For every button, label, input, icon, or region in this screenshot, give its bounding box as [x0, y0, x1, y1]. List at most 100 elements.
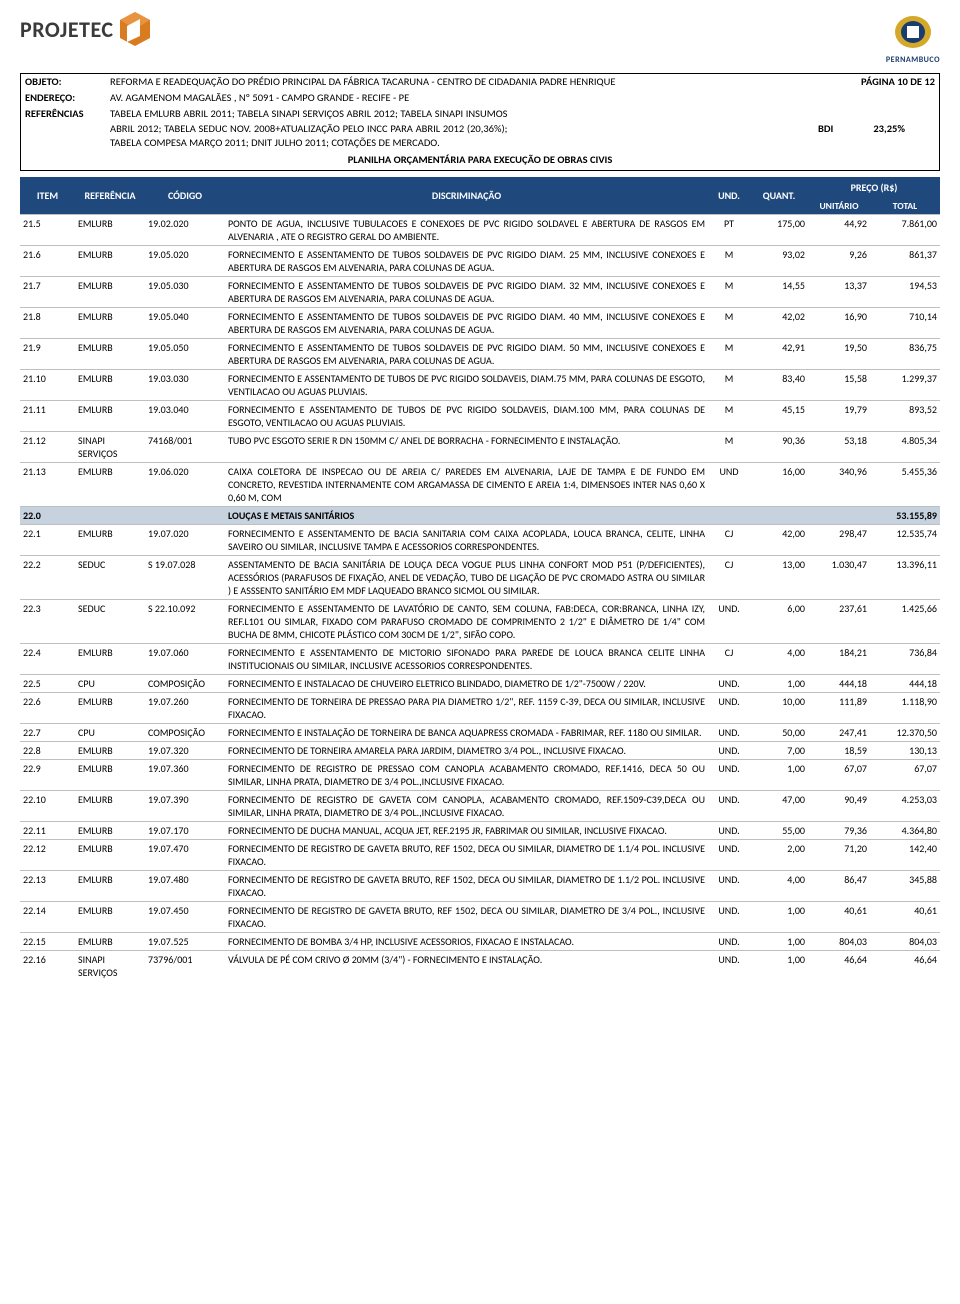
logo-left-text: PROJETEC: [20, 16, 114, 43]
logo-left-icon: [120, 12, 150, 46]
cell-cod: 19.07.060: [145, 643, 225, 674]
cell-item: 22.1: [20, 524, 75, 555]
cell-desc: TUBO PVC ESGOTO SERIE R DN 150MM C/ ANEL…: [225, 431, 708, 462]
cell-ref: CPU: [75, 674, 145, 692]
cell-und: M: [708, 338, 750, 369]
cell-item: 22.2: [20, 555, 75, 599]
cell-desc: CAIXA COLETORA DE INSPECAO OU DE AREIA C…: [225, 462, 708, 506]
cell-pu: [808, 506, 870, 524]
cell-qt: 55,00: [750, 821, 808, 839]
table-row: 21.11EMLURB19.03.040FORNECIMENTO E ASSEN…: [20, 400, 940, 431]
logo-left: PROJETEC: [20, 12, 150, 46]
cell-und: M: [708, 400, 750, 431]
table-row: 21.13EMLURB19.06.020CAIXA COLETORA DE IN…: [20, 462, 940, 506]
table-row: 22.12EMLURB19.07.470FORNECIMENTO DE REGI…: [20, 839, 940, 870]
cell-und: M: [708, 307, 750, 338]
cell-qt: 4,00: [750, 870, 808, 901]
table-row: 22.10EMLURB19.07.390FORNECIMENTO DE REGI…: [20, 790, 940, 821]
cell-cod: 74168/001: [145, 431, 225, 462]
cell-und: M: [708, 369, 750, 400]
th-preco: PREÇO (R$): [808, 177, 940, 198]
cell-pu: 1.030,47: [808, 555, 870, 599]
cell-item: 21.13: [20, 462, 75, 506]
cell-ref: SEDUC: [75, 555, 145, 599]
cell-pu: 9,26: [808, 245, 870, 276]
th-ref: REFERÊNCIA: [75, 177, 145, 215]
th-item: ITEM: [20, 177, 75, 215]
cell-und: UND.: [708, 674, 750, 692]
cell-pu: 237,61: [808, 599, 870, 643]
cell-pt: 1.425,66: [870, 599, 940, 643]
cell-cod: 19.07.480: [145, 870, 225, 901]
cell-qt: 16,00: [750, 462, 808, 506]
cell-desc: FORNECIMENTO E ASSENTAMENTO DE TUBOS SOL…: [225, 338, 708, 369]
cell-qt: 93,02: [750, 245, 808, 276]
cell-desc: PONTO DE AGUA, INCLUSIVE TUBULACOES E CO…: [225, 214, 708, 245]
cell-ref: [75, 506, 145, 524]
cell-ref: EMLURB: [75, 870, 145, 901]
cell-pu: 79,36: [808, 821, 870, 839]
cell-pu: 298,47: [808, 524, 870, 555]
cell-desc: FORNECIMENTO E ASSENTAMENTO DE LAVATÓRIO…: [225, 599, 708, 643]
cell-item: 22.12: [20, 839, 75, 870]
cell-cod: 19.07.260: [145, 692, 225, 723]
cell-ref: EMLURB: [75, 692, 145, 723]
cell-ref: SINAPI SERVIÇOS: [75, 431, 145, 462]
cell-pt: 861,37: [870, 245, 940, 276]
cell-pt: 12.370,50: [870, 723, 940, 741]
objeto-label: OBJETO:: [25, 75, 110, 89]
table-header: ITEM REFERÊNCIA CÓDIGO DISCRIMINAÇÃO UND…: [20, 177, 940, 215]
table-row: 22.16SINAPI SERVIÇOS73796/001VÁLVULA DE …: [20, 950, 940, 981]
cell-item: 22.3: [20, 599, 75, 643]
cell-pu: 13,37: [808, 276, 870, 307]
cell-und: UND.: [708, 790, 750, 821]
cell-pt: 710,14: [870, 307, 940, 338]
cell-qt: 175,00: [750, 214, 808, 245]
cell-desc: FORNECIMENTO DE REGISTRO DE GAVETA COM C…: [225, 790, 708, 821]
table-body: 21.5EMLURB19.02.020PONTO DE AGUA, INCLUS…: [20, 214, 940, 981]
cell-qt: 47,00: [750, 790, 808, 821]
cell-cod: 19.07.390: [145, 790, 225, 821]
cell-cod: COMPOSIÇÃO: [145, 723, 225, 741]
cell-pu: 444,18: [808, 674, 870, 692]
cell-cod: 19.03.030: [145, 369, 225, 400]
cell-cod: 19.05.040: [145, 307, 225, 338]
table-row: 22.8EMLURB19.07.320FORNECIMENTO DE TORNE…: [20, 741, 940, 759]
cell-ref: EMLURB: [75, 901, 145, 932]
cell-pu: 16,90: [808, 307, 870, 338]
cell-item: 22.13: [20, 870, 75, 901]
cell-ref: EMLURB: [75, 276, 145, 307]
cell-ref: EMLURB: [75, 741, 145, 759]
table-row: 21.6EMLURB19.05.020FORNECIMENTO E ASSENT…: [20, 245, 940, 276]
table-row: 21.10EMLURB19.03.030FORNECIMENTO E ASSEN…: [20, 369, 940, 400]
cell-item: 22.7: [20, 723, 75, 741]
endereco-label: ENDEREÇO:: [25, 91, 110, 105]
budget-table: ITEM REFERÊNCIA CÓDIGO DISCRIMINAÇÃO UND…: [20, 177, 940, 981]
cell-pu: 40,61: [808, 901, 870, 932]
cell-pt: 4.364,80: [870, 821, 940, 839]
cell-cod: 19.07.320: [145, 741, 225, 759]
cell-qt: 1,00: [750, 950, 808, 981]
cell-pu: 19,79: [808, 400, 870, 431]
cell-qt: 14,55: [750, 276, 808, 307]
cell-ref: SEDUC: [75, 599, 145, 643]
cell-item: 21.5: [20, 214, 75, 245]
cell-item: 22.9: [20, 759, 75, 790]
cell-und: UND.: [708, 759, 750, 790]
cell-qt: 90,36: [750, 431, 808, 462]
cell-qt: 42,00: [750, 524, 808, 555]
cell-ref: EMLURB: [75, 369, 145, 400]
cell-qt: 45,15: [750, 400, 808, 431]
table-row: 21.7EMLURB19.05.030FORNECIMENTO E ASSENT…: [20, 276, 940, 307]
cell-item: 21.7: [20, 276, 75, 307]
cell-und: UND.: [708, 839, 750, 870]
cell-qt: 4,00: [750, 643, 808, 674]
cell-und: M: [708, 276, 750, 307]
cell-desc: FORNECIMENTO E INSTALAÇÃO DE TORNEIRA DE…: [225, 723, 708, 741]
cell-pu: 86,47: [808, 870, 870, 901]
crest-icon: [889, 12, 937, 52]
cell-ref: EMLURB: [75, 462, 145, 506]
cell-desc: FORNECIMENTO E ASSENTAMENTO DE TUBOS SOL…: [225, 307, 708, 338]
cell-desc: FORNECIMENTO E ASSENTAMENTO DE BACIA SAN…: [225, 524, 708, 555]
cell-desc: FORNECIMENTO DE BOMBA 3/4 HP, INCLUSIVE …: [225, 932, 708, 950]
